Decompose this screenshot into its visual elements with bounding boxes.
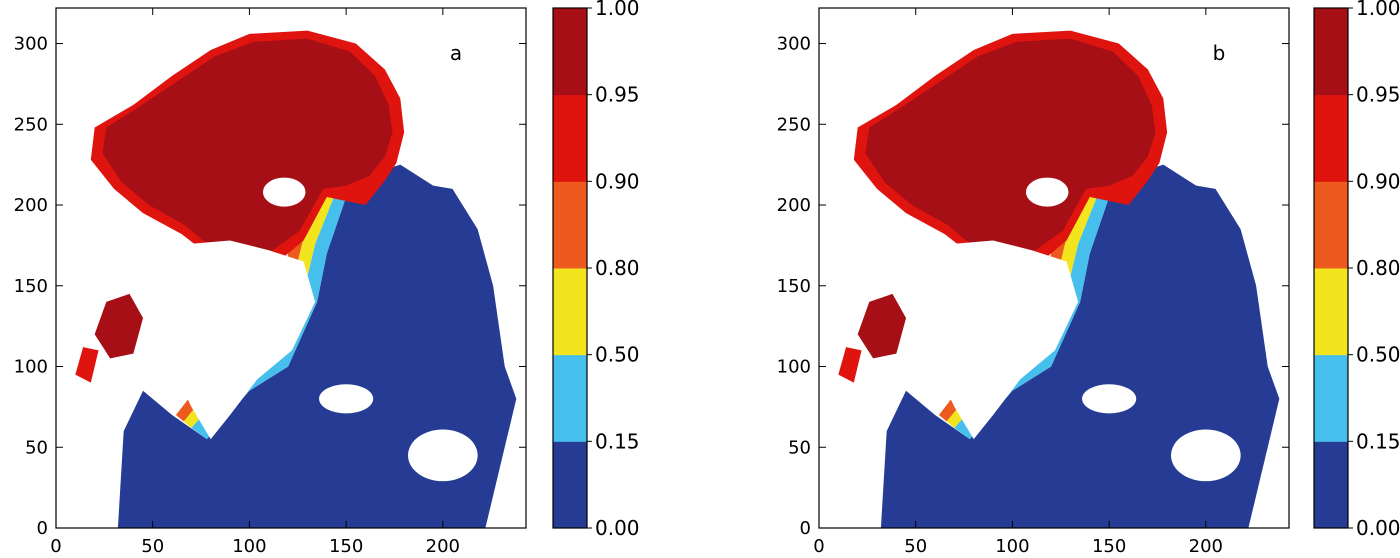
x-tick-label: 50	[141, 536, 164, 557]
y-tick-label: 50	[25, 437, 48, 458]
plot-frame	[818, 7, 1290, 529]
x-tick-label: 100	[995, 536, 1029, 557]
colorbar-segment	[1314, 8, 1348, 96]
colorbar-tick-label: 1.00	[595, 0, 640, 20]
y-tick-label: 250	[14, 114, 48, 135]
ice-concentration-map	[75, 30, 517, 528]
colorbar-tick-label: 0.80	[1356, 256, 1400, 280]
y-tick-label: 100	[777, 357, 811, 378]
y-tick-label: 150	[14, 276, 48, 297]
colorbar-tick-label: 0.15	[595, 429, 640, 453]
y-tick-label: 300	[14, 34, 48, 55]
colorbar-tick-label: 0.50	[595, 343, 640, 367]
colorbar-tick-label: 0.95	[1356, 83, 1400, 107]
y-tick-label: 300	[777, 34, 811, 55]
x-tick-label: 150	[1092, 536, 1126, 557]
colorbar-tick-label: 0.00	[595, 516, 640, 540]
colorbar-segment	[1314, 268, 1348, 356]
panel-label: b	[1213, 41, 1226, 65]
colorbar: 0.00 0.15 0.50 0.80 0.90 0.95 1.00	[552, 0, 640, 540]
ice-concentration-map	[838, 30, 1280, 528]
colorbar-segment	[553, 354, 587, 442]
y-tick-label: 150	[777, 276, 811, 297]
colorbar-segment	[553, 181, 587, 269]
colorbar-tick-label: 1.00	[1356, 0, 1400, 20]
x-tick-label: 0	[813, 536, 824, 557]
panel-label: a	[450, 41, 462, 65]
y-tick-label: 0	[37, 518, 48, 539]
colorbar-segment	[1314, 354, 1348, 442]
colorbar-segment	[1314, 94, 1348, 182]
y-tick-label: 250	[777, 114, 811, 135]
plot-frame	[55, 7, 527, 529]
y-tick-label: 50	[788, 437, 811, 458]
colorbar-segment	[553, 268, 587, 356]
colorbar-tick-label: 0.50	[1356, 343, 1400, 367]
y-tick-label: 200	[14, 195, 48, 216]
colorbar-tick-label: 0.90	[595, 169, 640, 193]
colorbar-segment	[553, 8, 587, 96]
x-tick-label: 0	[50, 536, 61, 557]
colorbar-tick-label: 0.95	[595, 83, 640, 107]
colorbar-tick-label: 0.15	[1356, 429, 1400, 453]
x-tick-label: 200	[1189, 536, 1223, 557]
colorbar-tick-label: 0.00	[1356, 516, 1400, 540]
y-tick-label: 0	[800, 518, 811, 539]
colorbar-segment	[553, 441, 587, 529]
y-tick-label: 100	[14, 357, 48, 378]
y-tick-label: 200	[777, 195, 811, 216]
colorbar-segment	[1314, 181, 1348, 269]
x-tick-label: 150	[329, 536, 363, 557]
colorbar-segment	[553, 94, 587, 182]
colorbar-segment	[1314, 441, 1348, 529]
x-tick-label: 200	[426, 536, 460, 557]
colorbar-tick-label: 0.90	[1356, 169, 1400, 193]
colorbar: 0.00 0.15 0.50 0.80 0.90 0.95 1.00	[1313, 0, 1400, 540]
x-tick-label: 50	[904, 536, 927, 557]
x-tick-label: 100	[232, 536, 266, 557]
colorbar-tick-label: 0.80	[595, 256, 640, 280]
